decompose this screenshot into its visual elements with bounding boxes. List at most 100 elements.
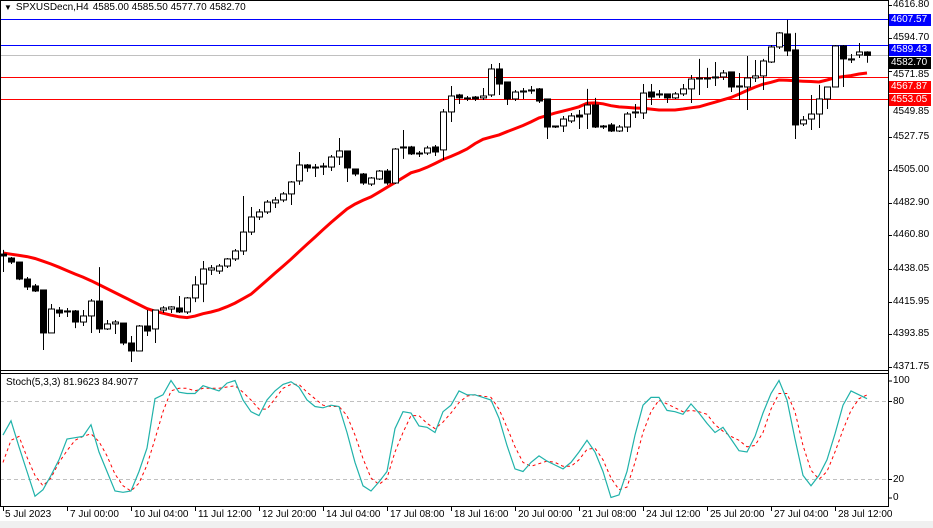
candle xyxy=(160,306,167,314)
candle-body xyxy=(624,113,631,128)
candle xyxy=(760,58,767,90)
candle-body xyxy=(336,150,343,158)
candle-body xyxy=(64,310,71,313)
candle xyxy=(248,206,255,236)
candle-body xyxy=(800,119,807,125)
candle xyxy=(776,32,783,50)
candle xyxy=(592,97,599,129)
time-tick-label: 12 Jul 20:00 xyxy=(262,509,317,520)
candle-body xyxy=(384,170,391,184)
candle-body xyxy=(136,325,143,352)
candle xyxy=(384,168,391,185)
candle-body xyxy=(104,323,111,330)
candle xyxy=(224,258,231,268)
candle xyxy=(808,94,815,130)
candle xyxy=(136,324,143,352)
candle-body xyxy=(576,114,583,118)
triangle-down-icon[interactable]: ▼ xyxy=(4,3,12,12)
candle-body xyxy=(512,91,519,100)
candle-body xyxy=(784,33,791,52)
candle xyxy=(72,310,79,329)
price-tick-label: 4505.00 xyxy=(893,164,930,176)
price-tick-label: 4371.75 xyxy=(893,361,930,372)
candle xyxy=(848,54,855,64)
candle xyxy=(296,151,303,185)
candle xyxy=(608,123,615,133)
candle-body xyxy=(832,45,839,88)
candle-body xyxy=(856,51,863,56)
candle-body xyxy=(600,125,607,128)
stoch-signal-line xyxy=(2,383,868,492)
candle-body xyxy=(240,231,247,252)
candle-body xyxy=(352,168,359,175)
candle-body xyxy=(584,104,591,115)
candle xyxy=(352,168,359,177)
candle xyxy=(232,249,239,262)
candle xyxy=(120,322,127,346)
candle xyxy=(48,303,55,334)
candle-body xyxy=(840,45,847,60)
candle-body xyxy=(480,95,487,99)
candle xyxy=(680,84,687,96)
candle xyxy=(640,84,647,120)
price-tick-label: 4527.75 xyxy=(893,130,930,142)
candle xyxy=(648,84,655,106)
candle xyxy=(704,67,711,89)
candle-body xyxy=(704,77,711,80)
candle-body xyxy=(0,253,7,257)
candle-body xyxy=(488,68,495,96)
candle xyxy=(360,172,367,185)
candle-body xyxy=(608,124,615,132)
candle xyxy=(320,162,327,176)
candle xyxy=(64,307,71,317)
candle xyxy=(552,125,559,129)
candle-body xyxy=(280,193,287,201)
candle xyxy=(264,199,271,215)
candle xyxy=(728,71,735,93)
candle-body xyxy=(272,199,279,204)
candle xyxy=(752,59,759,82)
candle-body xyxy=(152,309,159,330)
candle xyxy=(736,72,743,100)
candle xyxy=(416,150,423,158)
time-tick-label: 11 Jul 12:00 xyxy=(198,509,252,520)
candle xyxy=(344,150,351,182)
chart-title: ▼ SPXUSDecn,H4 4585.00 4585.50 4577.70 4… xyxy=(4,2,246,13)
candle-body xyxy=(328,156,335,168)
candle xyxy=(768,45,775,64)
candle-body xyxy=(568,115,575,122)
candle xyxy=(504,81,511,106)
candle-body xyxy=(528,89,535,92)
candle xyxy=(672,92,679,99)
candle xyxy=(816,84,823,129)
candle xyxy=(448,85,455,122)
candle xyxy=(144,310,151,337)
price-tick-label: 4549.85 xyxy=(893,105,930,117)
candle-body xyxy=(400,146,407,149)
candle-body xyxy=(184,297,191,313)
candle-body xyxy=(192,284,199,299)
candle xyxy=(208,264,215,276)
time-tick-label: 21 Jul 08:00 xyxy=(582,509,637,520)
level-tag: 4582.70 xyxy=(889,56,931,69)
candle xyxy=(56,306,63,317)
candle xyxy=(664,93,671,103)
candle xyxy=(472,95,479,102)
candle xyxy=(632,103,639,119)
candle xyxy=(88,298,95,333)
candle-body xyxy=(256,211,263,218)
price-tick-label: 4393.85 xyxy=(893,328,930,340)
candle-body xyxy=(664,93,671,99)
candle-body xyxy=(440,111,447,151)
candle xyxy=(576,110,583,129)
stoch-level-label: 80 xyxy=(893,395,905,407)
candle xyxy=(536,88,543,103)
symbol-timeframe: SPXUSDecn,H4 xyxy=(15,2,89,13)
candle-body xyxy=(48,308,55,334)
candle-body xyxy=(472,96,479,100)
time-tick-label: 20 Jul 00:00 xyxy=(518,509,573,520)
candle-body xyxy=(144,325,151,332)
candle xyxy=(616,124,623,133)
candle xyxy=(328,154,335,172)
